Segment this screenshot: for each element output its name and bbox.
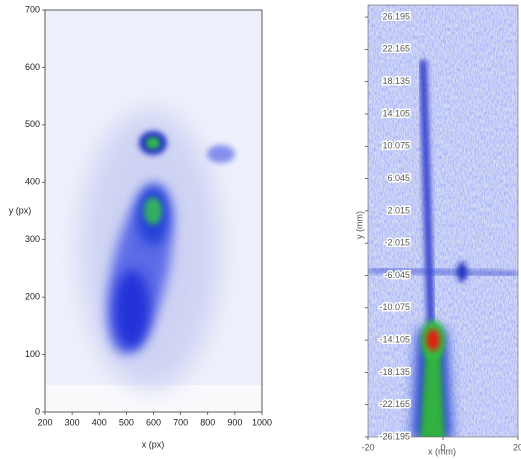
left-image [45,10,262,412]
y-tick-label: 100 [25,349,40,359]
x-axis-label: x (mm) [428,446,456,456]
y-tick-label: 2.015 [387,205,410,215]
y-tick-label: 400 [25,177,40,187]
right-image [368,5,518,437]
x-tick-label: 200 [37,417,52,427]
y-tick-label: 300 [25,234,40,244]
y-axis-label: y (px) [9,205,32,215]
y-tick-label: -10.075 [379,302,410,312]
y-tick-label: 500 [25,119,40,129]
x-tick-label: 600 [146,417,161,427]
y-tick-label: 10.075 [382,141,410,151]
x-tick-label: 400 [92,417,107,427]
y-tick-label: -18.135 [379,367,410,377]
x-tick-label: 20 [513,442,521,452]
x-axis-label: x (px) [142,439,165,449]
y-tick-label: 600 [25,62,40,72]
y-tick-label: 14.105 [382,108,410,118]
y-tick-label: -22.165 [379,399,410,409]
y-tick-label: 6.045 [387,173,410,183]
y-tick-label: 0 [35,406,40,416]
y-tick-label: 200 [25,292,40,302]
x-tick-label: 300 [65,417,80,427]
y-tick-label: -26.195 [379,431,410,441]
x-tick-label: 0 [440,442,445,452]
y-axis-label: y (mm) [354,211,364,239]
y-tick-label: 26.195 [382,11,410,21]
x-tick-label: 900 [227,417,242,427]
x-tick-label: 500 [119,417,134,427]
x-tick-label: 800 [200,417,215,427]
y-tick-label: -2.015 [384,238,410,248]
x-tick-label: 1000 [252,417,272,427]
x-tick-label: 700 [173,417,188,427]
x-tick-label: -20 [361,442,374,452]
y-tick-label: 18.135 [382,76,410,86]
y-tick-label: 700 [25,4,40,14]
y-tick-label: -14.105 [379,334,410,344]
y-tick-label: 22.165 [382,44,410,54]
y-tick-label: -6.045 [384,270,410,280]
